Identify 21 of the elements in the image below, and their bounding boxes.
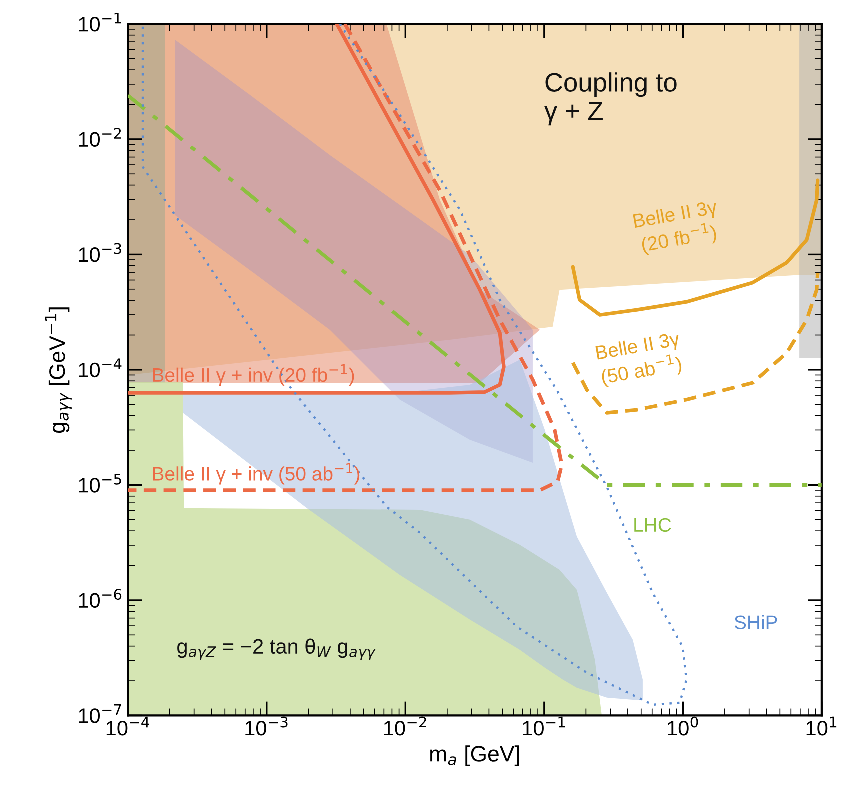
text: SHiP — [734, 615, 778, 630]
y-tick-label: 10$^{−4}$ — [79, 358, 122, 378]
y-tick-label: 10$^{−6}$ — [79, 589, 122, 608]
y-axis-title: g$_{aγγ}$ [GeV$^{−1}$] — [45, 308, 72, 434]
y-tick-label: 10$^{−5}$ — [79, 474, 122, 493]
x-axis-title: m$_{a}$ [GeV] — [430, 746, 520, 766]
annotation: Coupling to γ + Z — [544, 72, 677, 126]
x-tick-label: 10$^{1}$ — [806, 716, 837, 736]
series-label: Belle II γ + inv (20 fb$^{−1}$) — [153, 364, 354, 386]
y-tick-label: 10$^{−3}$ — [79, 243, 122, 262]
x-tick-label: 10$^{0}$ — [668, 716, 698, 736]
text: Belle II 3γ (50 ab$^{−1}$) — [596, 331, 683, 388]
annotation: g$_{aγZ}$ = −2 tan θ$_{W}$ g$_{aγγ}$ — [178, 638, 376, 660]
x-tick-label: 10$^{−2}$ — [384, 716, 426, 736]
series-label: LHC — [634, 518, 672, 532]
y-tick-label: 10$^{−1}$ — [79, 12, 122, 32]
text: Belle II 3γ (20 fb$^{−1}$) — [633, 200, 719, 256]
x-tick-label: 10$^{−1}$ — [523, 716, 566, 736]
x-tick-label: 10$^{−3}$ — [246, 716, 288, 736]
x-tick-label: 10$^{−4}$ — [106, 716, 150, 736]
y-tick-label: 10$^{−2}$ — [79, 128, 122, 148]
